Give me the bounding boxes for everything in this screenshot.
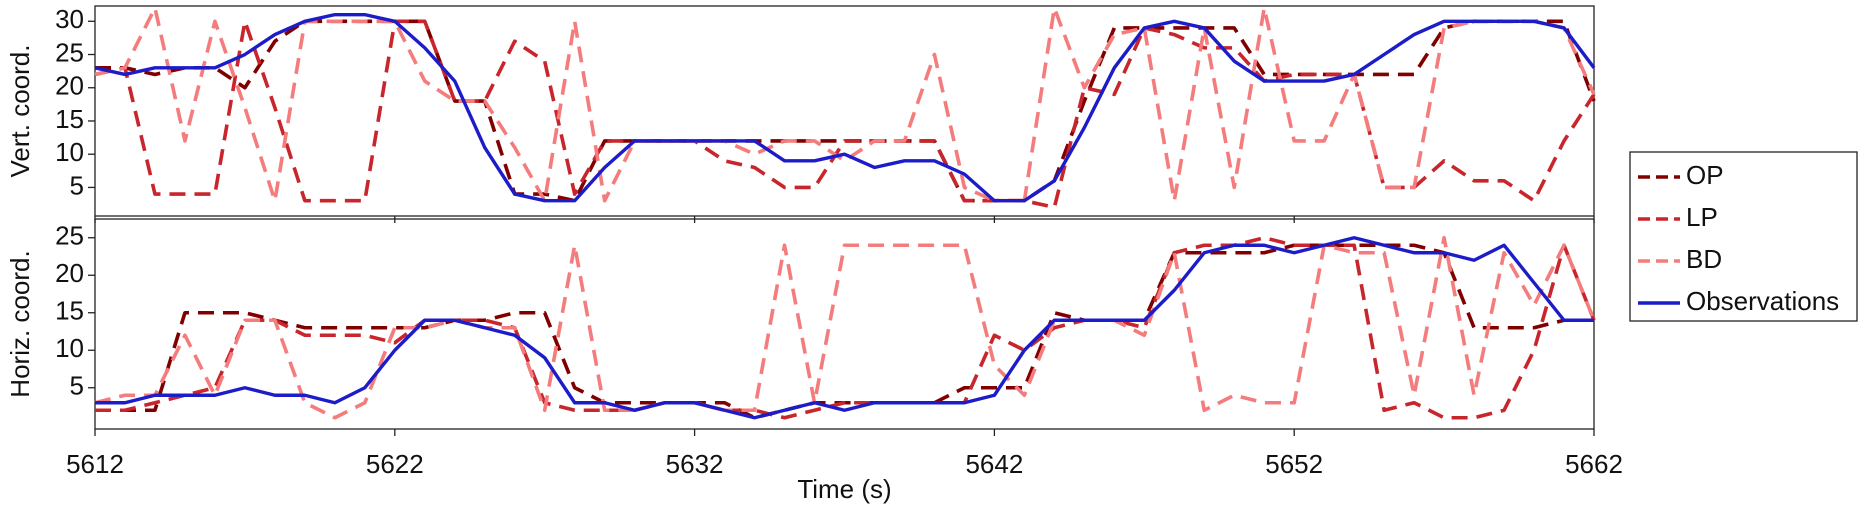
x-axis-label: Time (s) — [797, 474, 891, 504]
series-line — [95, 19, 1596, 203]
legend-box — [1629, 151, 1858, 322]
series-line — [95, 235, 1596, 420]
y-tick-label: 20 — [55, 71, 84, 101]
y-tick-label: 15 — [55, 104, 84, 134]
series-line — [94, 12, 1596, 203]
y-tick-label: 15 — [55, 296, 84, 326]
series-line — [94, 235, 1596, 420]
x-tick-label: 5652 — [1265, 449, 1323, 479]
legend-label: BD — [1686, 244, 1722, 274]
series-line — [95, 236, 1594, 420]
plot-frame — [94, 218, 1595, 430]
plot-frame — [94, 5, 1595, 217]
y-tick-label: 25 — [55, 37, 84, 67]
legend-label: OP — [1686, 160, 1724, 190]
y-tick-label: 30 — [55, 4, 84, 34]
x-tick-label: 5662 — [1565, 449, 1623, 479]
y-tick-label: 10 — [55, 333, 84, 363]
series-line — [95, 243, 1594, 420]
y-tick-label: 5 — [70, 170, 84, 200]
legend-label: Observations — [1686, 286, 1839, 316]
y-tick-label: 5 — [70, 371, 84, 401]
series-line — [94, 19, 1596, 210]
y-tick-label: 10 — [55, 137, 84, 167]
x-tick-label: 5642 — [965, 449, 1023, 479]
y-axis-label: Vert. coord. — [5, 45, 35, 178]
y-tick-label: 20 — [55, 258, 84, 288]
x-tick-label: 5612 — [66, 449, 124, 479]
y-axis-label: Horiz. coord. — [5, 250, 35, 397]
series-line — [94, 6, 1596, 203]
y-tick-label: 25 — [55, 221, 84, 251]
x-tick-label: 5632 — [666, 449, 724, 479]
legend-label: LP — [1686, 202, 1718, 232]
x-tick-label: 5622 — [366, 449, 424, 479]
